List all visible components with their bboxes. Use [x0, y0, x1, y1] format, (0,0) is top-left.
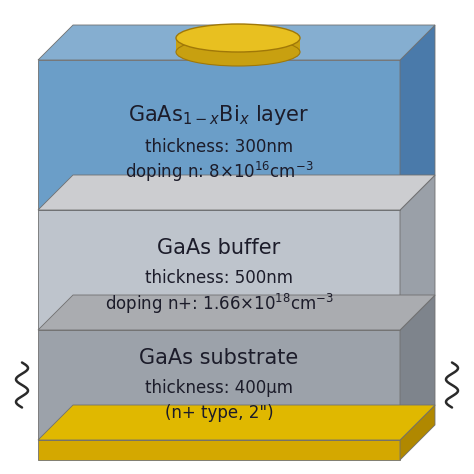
Polygon shape: [400, 295, 435, 440]
Polygon shape: [400, 25, 435, 210]
Polygon shape: [38, 25, 435, 60]
Bar: [38, 60, 400, 210]
Text: (n+ type, 2"): (n+ type, 2"): [164, 404, 273, 422]
Bar: [38, 440, 400, 460]
Text: GaAs buffer: GaAs buffer: [157, 238, 281, 258]
Text: thickness: 400μm: thickness: 400μm: [145, 379, 293, 397]
Ellipse shape: [176, 38, 300, 66]
Text: thickness: 300nm: thickness: 300nm: [145, 138, 293, 156]
Polygon shape: [38, 175, 435, 210]
Text: thickness: 500nm: thickness: 500nm: [145, 269, 293, 287]
Polygon shape: [38, 405, 435, 440]
Ellipse shape: [176, 24, 300, 52]
Polygon shape: [38, 295, 435, 330]
Text: doping n+: 1.66×10$^{18}$cm$^{-3}$: doping n+: 1.66×10$^{18}$cm$^{-3}$: [105, 292, 334, 316]
Text: doping n: 8×10$^{16}$cm$^{-3}$: doping n: 8×10$^{16}$cm$^{-3}$: [125, 160, 313, 184]
Text: GaAs substrate: GaAs substrate: [139, 348, 299, 368]
Bar: [38, 210, 400, 330]
Polygon shape: [400, 405, 435, 460]
Polygon shape: [176, 38, 300, 52]
Bar: [38, 330, 400, 440]
Polygon shape: [400, 175, 435, 330]
Text: GaAs$_{1-x}$Bi$_x$ layer: GaAs$_{1-x}$Bi$_x$ layer: [128, 103, 310, 127]
